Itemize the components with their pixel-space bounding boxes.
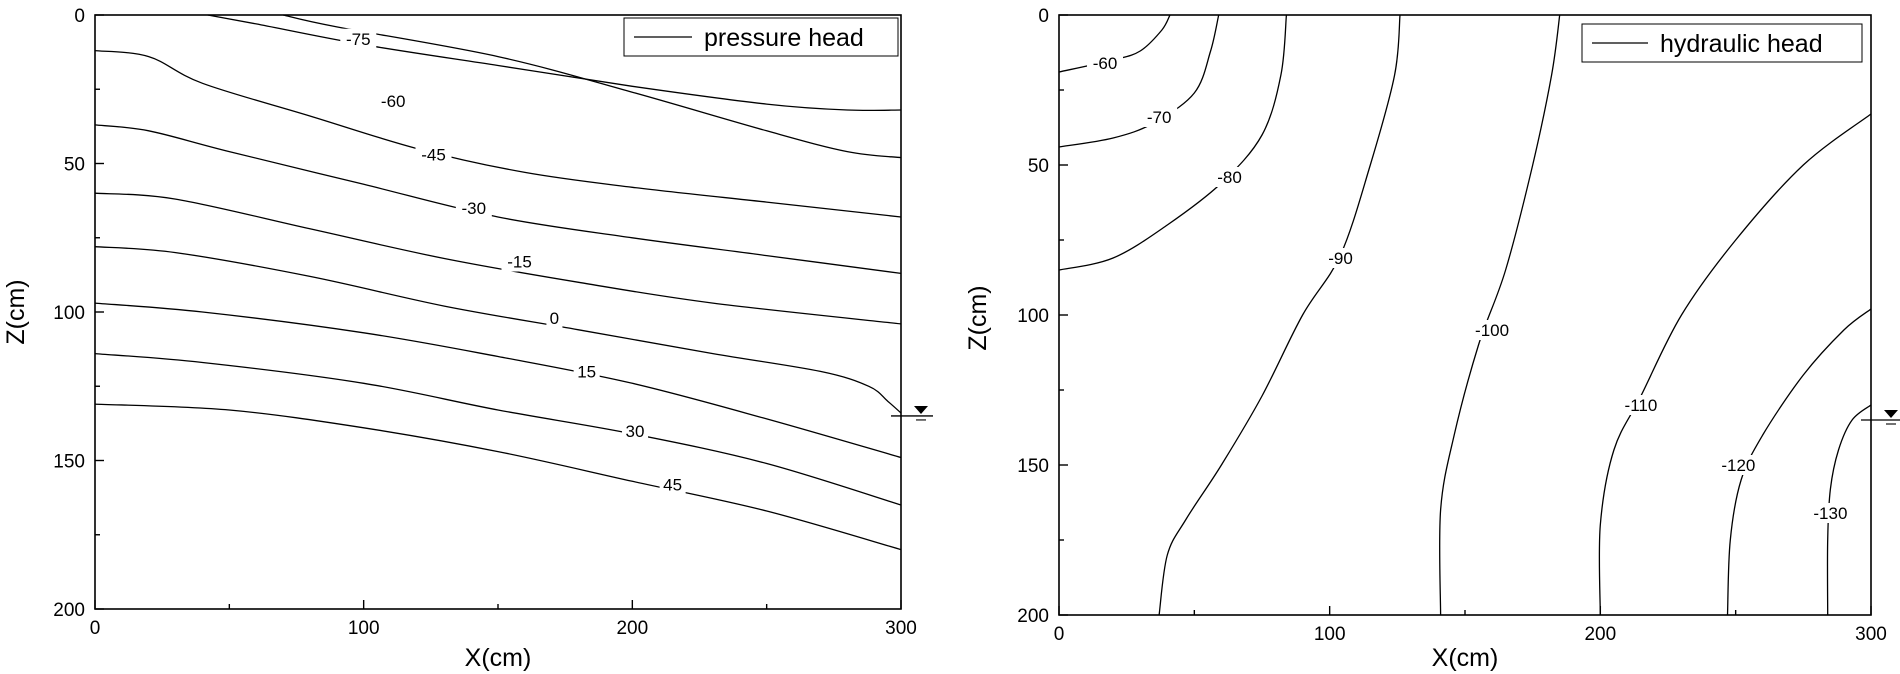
pressure-head-panel: -75 -60 -45 -30 -15 0 15 30 45 0 100 200 300 0 50 100 1… [2, 6, 933, 672]
axis-tick-labels: 0 100 200 300 0 50 100 150 200 [1017, 6, 1887, 645]
contour-label: 0 [550, 309, 559, 328]
contour-label: -45 [421, 146, 446, 165]
contour-label: -15 [507, 253, 532, 272]
contour-line [94, 246, 902, 414]
y-tick-label: 50 [1028, 156, 1049, 177]
contour-label: -75 [346, 30, 371, 49]
x-tick-label: 200 [1584, 624, 1616, 645]
contour-line [1726, 308, 1872, 616]
contour-label-bg [1617, 395, 1664, 415]
x-tick-label: 100 [348, 618, 380, 639]
contour-label-bg [415, 144, 452, 165]
axis-ticks [94, 14, 902, 610]
contour-label: 30 [626, 422, 645, 441]
plot-frame [94, 14, 902, 610]
contour-label-bg [1807, 503, 1854, 523]
contour-labels: -75 -60 -45 -30 -15 0 15 30 45 [340, 28, 686, 495]
y-tick-label: 100 [53, 303, 85, 324]
contour-label: -70 [1147, 108, 1172, 127]
hydraulic-head-panel: -60-70-80-90-100-110-120-130 0 100 200 3000… [964, 6, 1900, 672]
y-axis-title: Z(cm) [2, 279, 30, 344]
legend: pressure head [623, 17, 899, 57]
contour-label: -60 [381, 92, 406, 111]
contour-lines [94, 14, 902, 551]
contour-label-bg [501, 251, 538, 272]
contour-label: 15 [577, 362, 596, 381]
contour-label-bg [455, 198, 492, 219]
contour-label-bg [546, 307, 563, 328]
y-axis-title: Z(cm) [964, 285, 992, 350]
contour-line [1158, 14, 1401, 616]
y-tick-label: 0 [74, 6, 85, 27]
contour-line [1598, 113, 1872, 616]
water-table-icon [891, 405, 933, 421]
y-tick-label: 100 [1017, 306, 1049, 327]
x-axis-title: X(cm) [1432, 644, 1499, 672]
y-tick-label: 150 [1017, 456, 1049, 477]
x-tick-label: 100 [1314, 624, 1346, 645]
legend: hydraulic head [1581, 23, 1863, 63]
contour-line [1058, 14, 1220, 148]
x-tick-label: 300 [885, 618, 917, 639]
contour-label: -80 [1217, 168, 1242, 187]
contour-lines [1058, 14, 1872, 616]
contour-line [94, 403, 902, 551]
contour-label: -100 [1475, 321, 1509, 340]
contour-label-bg [1469, 320, 1516, 340]
contour-label-bg [1211, 167, 1248, 187]
contour-label: -60 [1093, 54, 1118, 73]
x-tick-label: 200 [616, 618, 648, 639]
contour-label: -30 [462, 199, 487, 218]
y-tick-label: 50 [64, 155, 85, 176]
contour-line [94, 192, 902, 325]
y-tick-label: 150 [53, 452, 85, 473]
y-tick-label: 0 [1038, 6, 1049, 27]
contour-label: -130 [1813, 504, 1847, 523]
contour-label-bg [622, 420, 649, 441]
contour-label-bg [1322, 248, 1359, 268]
contour-label-bg [375, 91, 412, 112]
contour-label-bg [340, 28, 377, 49]
y-tick-label: 200 [1017, 606, 1049, 627]
x-tick-label: 0 [1054, 624, 1065, 645]
contour-line [94, 352, 902, 506]
x-axis-title: X(cm) [465, 644, 532, 672]
contour-label-bg [659, 474, 686, 495]
contour-line [1826, 404, 1872, 616]
x-tick-label: 300 [1855, 624, 1887, 645]
water-table-triangle [914, 405, 928, 414]
contour-label-bg [1141, 107, 1178, 127]
contour-label: -120 [1721, 456, 1755, 475]
contour-label: -90 [1328, 249, 1353, 268]
contour-line [1438, 14, 1561, 616]
contour-label-bg [573, 361, 600, 382]
contour-line [94, 49, 902, 218]
contour-label: 45 [663, 475, 682, 494]
contour-label-bg [1087, 53, 1124, 73]
contour-label-bg [1715, 455, 1762, 475]
contour-line [94, 302, 902, 459]
legend-label: pressure head [704, 24, 864, 52]
contour-line [207, 14, 902, 112]
x-tick-label: 0 [90, 618, 101, 639]
contour-line [94, 124, 902, 275]
axis-ticks [1058, 14, 1872, 616]
water-table-triangle [1884, 410, 1898, 418]
y-tick-label: 200 [53, 600, 85, 621]
water-table-icon [1861, 410, 1900, 425]
contour-label: -110 [1625, 396, 1658, 415]
contour-labels: -60 -70 -80 -90 -100 -110 -120 -130 [1087, 53, 1854, 523]
legend-label: hydraulic head [1660, 30, 1823, 58]
